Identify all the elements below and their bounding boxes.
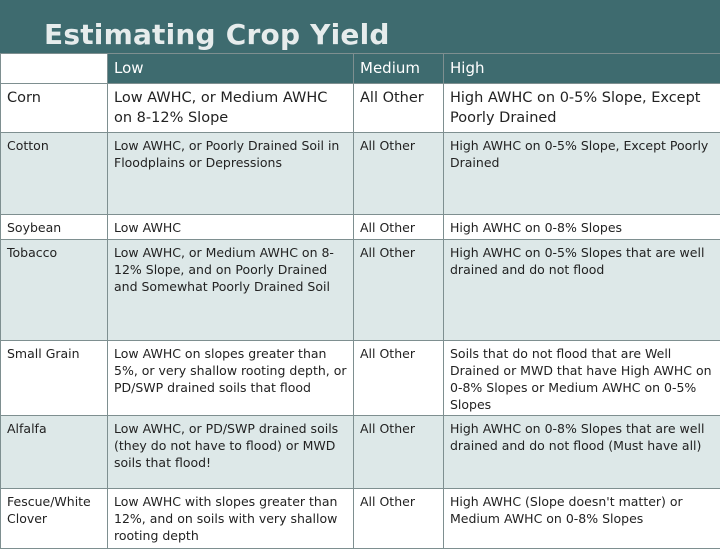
crop-cell: Cotton — [1, 133, 108, 215]
table-row: Alfalfa Low AWHC, or PD/SWP drained soil… — [1, 416, 720, 489]
table-row: Soybean Low AWHC All Other High AWHC on … — [1, 215, 720, 240]
page-title: Estimating Crop Yield — [44, 18, 390, 51]
crop-cell: Tobacco — [1, 240, 108, 341]
medium-cell: All Other — [354, 240, 444, 341]
table-row: Corn Low AWHC, or Medium AWHC on 8-12% S… — [1, 84, 720, 133]
crop-cell: Alfalfa — [1, 416, 108, 489]
low-cell: Low AWHC, or Medium AWHC on 8-12% Slope,… — [108, 240, 354, 341]
crop-cell: Soybean — [1, 215, 108, 240]
header-low: Low — [108, 54, 354, 84]
header-medium: Medium — [354, 54, 444, 84]
high-cell: High AWHC on 0-5% Slope, Except Poorly D… — [444, 133, 720, 215]
medium-cell: All Other — [354, 84, 444, 133]
medium-cell: All Other — [354, 133, 444, 215]
high-cell: High AWHC on 0-8% Slopes that are well d… — [444, 416, 720, 489]
table-row: Cotton Low AWHC, or Poorly Drained Soil … — [1, 133, 720, 215]
high-cell: High AWHC on 0-8% Slopes — [444, 215, 720, 240]
crop-cell: Corn — [1, 84, 108, 133]
table-row: Small Grain Low AWHC on slopes greater t… — [1, 341, 720, 416]
header-high: High — [444, 54, 720, 84]
crop-yield-table: Low Medium High Corn Low AWHC, or Medium… — [0, 53, 720, 549]
high-cell: High AWHC on 0-5% Slope, Except Poorly D… — [444, 84, 720, 133]
low-cell: Low AWHC, or PD/SWP drained soils (they … — [108, 416, 354, 489]
medium-cell: All Other — [354, 215, 444, 240]
medium-cell: All Other — [354, 341, 444, 416]
header-crop — [1, 54, 108, 84]
table-row: Tobacco Low AWHC, or Medium AWHC on 8-12… — [1, 240, 720, 341]
header-row: Low Medium High — [1, 54, 720, 84]
crop-cell: Small Grain — [1, 341, 108, 416]
low-cell: Low AWHC, or Poorly Drained Soil in Floo… — [108, 133, 354, 215]
low-cell: Low AWHC on slopes greater than 5%, or v… — [108, 341, 354, 416]
high-cell: High AWHC on 0-5% Slopes that are well d… — [444, 240, 720, 341]
high-cell: Soils that do not flood that are Well Dr… — [444, 341, 720, 416]
low-cell: Low AWHC, or Medium AWHC on 8-12% Slope — [108, 84, 354, 133]
low-cell: Low AWHC — [108, 215, 354, 240]
medium-cell: All Other — [354, 416, 444, 489]
